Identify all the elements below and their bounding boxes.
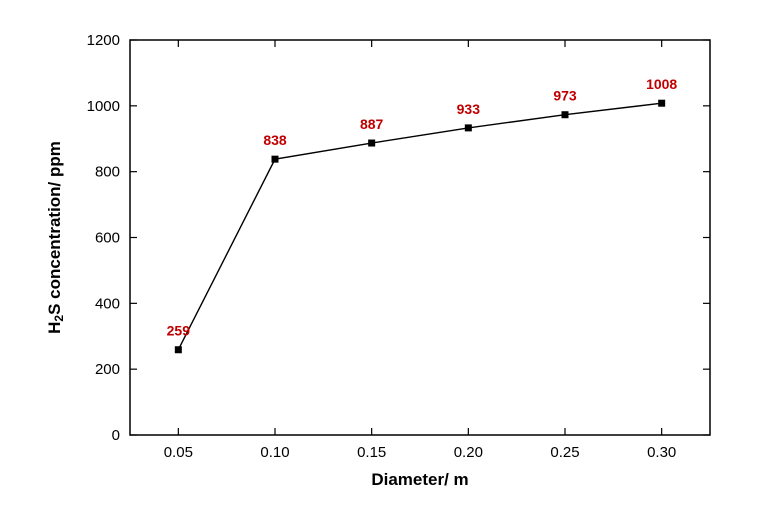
data-marker: [562, 111, 569, 118]
y-axis-title: H2S concentration/ ppm: [45, 141, 66, 334]
data-value-label: 973: [553, 88, 577, 104]
x-tick-label: 0.25: [550, 444, 579, 461]
data-value-label: 933: [457, 101, 481, 117]
x-tick-label: 0.30: [647, 444, 676, 461]
x-tick-label: 0.05: [164, 444, 193, 461]
y-tick-label: 400: [95, 295, 120, 312]
y-tick-label: 1200: [87, 32, 120, 49]
data-value-label: 887: [360, 116, 384, 132]
y-tick-label: 800: [95, 164, 120, 181]
data-marker: [272, 156, 279, 163]
x-tick-label: 0.15: [357, 444, 386, 461]
chart-svg: 0.05 0.10 0.15 0.20 0.25 0.30 0 200 400 600 800 100…: [0, 0, 773, 528]
data-marker: [175, 346, 182, 353]
y-tick-label: 200: [95, 361, 120, 378]
data-value-label: 259: [167, 323, 191, 339]
data-marker: [368, 140, 375, 147]
y-tick-label: 0: [112, 427, 120, 444]
data-marker: [465, 124, 472, 131]
data-value-label: 838: [263, 132, 287, 148]
x-tick-label: 0.10: [260, 444, 289, 461]
y-tick-label: 600: [95, 230, 120, 247]
x-axis-title: Diameter/ m: [371, 470, 468, 489]
x-tick-label: 0.20: [454, 444, 483, 461]
data-value-label: 1008: [646, 76, 677, 92]
data-marker: [658, 100, 665, 107]
y-tick-label: 1000: [87, 98, 120, 115]
chart-container: 0.05 0.10 0.15 0.20 0.25 0.30 0 200 400 600 800 100…: [0, 0, 773, 528]
